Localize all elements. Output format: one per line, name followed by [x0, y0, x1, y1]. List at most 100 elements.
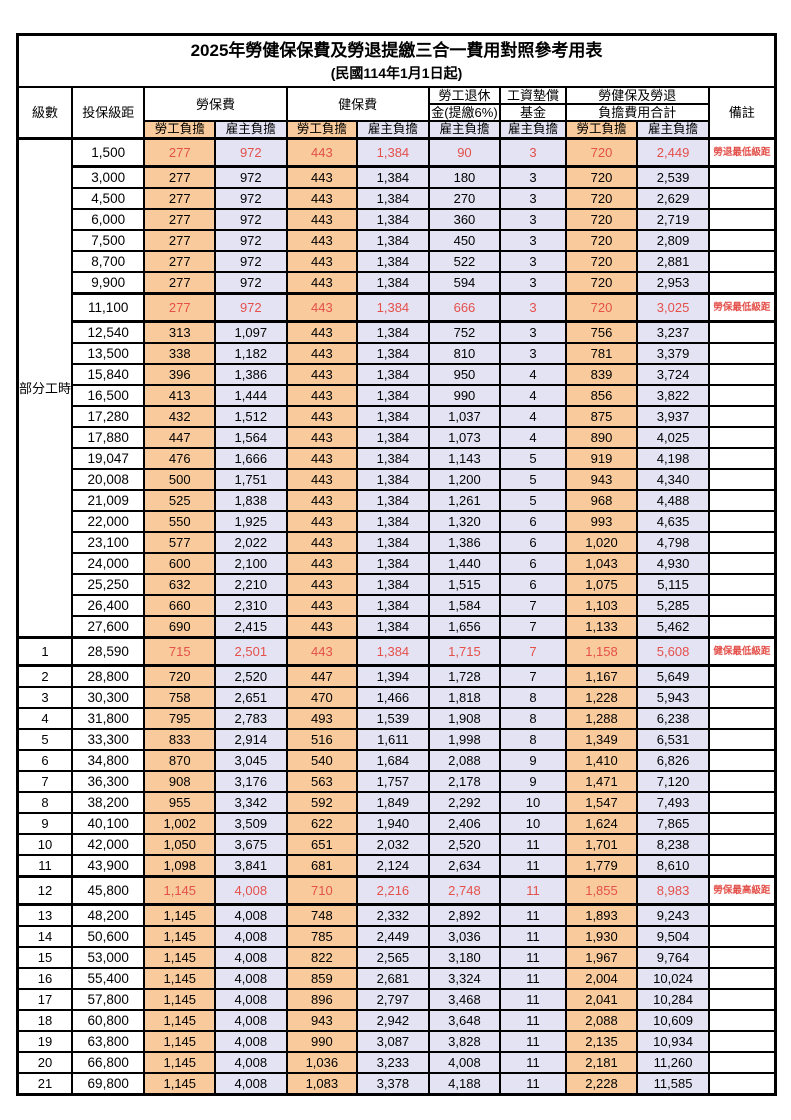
premium-table: 2025年勞健保保費及勞退提繳三合一費用對照參考用表 (民國114年1月1日起)… — [16, 33, 777, 1096]
labor-insurance-employer-cell: 2,914 — [214, 728, 288, 751]
remark-cell — [707, 967, 777, 990]
labor-insurance-employer-cell: 4,008 — [214, 988, 288, 1011]
total-employer-cell: 4,930 — [636, 552, 710, 575]
remark-cell — [707, 229, 777, 252]
total-employee-cell: 993 — [564, 510, 639, 533]
total-employee-cell: 1,133 — [564, 615, 639, 639]
total-employee-cell: 875 — [564, 405, 639, 428]
pension-employer-cell: 2,634 — [427, 854, 502, 878]
total-employee-cell: 2,228 — [564, 1072, 639, 1096]
total-employer-cell: 3,724 — [636, 363, 710, 386]
wage-fund-employer-cell: 3 — [499, 208, 567, 231]
labor-insurance-employee-cell: 277 — [143, 187, 217, 210]
wage-fund-employer-cell: 5 — [499, 447, 567, 470]
wage-fund-employer-cell: 6 — [499, 573, 567, 596]
remark-cell — [707, 1051, 777, 1074]
total-employee-cell: 1,967 — [564, 946, 639, 969]
labor-insurance-employer-cell: 4,008 — [214, 903, 288, 927]
labor-insurance-employee-cell: 870 — [143, 749, 217, 772]
salary-bracket-cell: 11,100 — [70, 292, 146, 323]
health-insurance-employee-cell: 443 — [285, 187, 359, 210]
wage-fund-employer-cell: 4 — [499, 426, 567, 449]
pension-employer-cell: 1,440 — [427, 552, 502, 575]
table-row: 16,500 413 1,444 443 1,384 990 4 856 3,8… — [18, 384, 777, 407]
wage-fund-employer-cell: 8 — [499, 686, 567, 709]
total-employer-cell: 5,608 — [636, 636, 710, 667]
labor-insurance-employee-cell: 955 — [143, 791, 217, 814]
labor-insurance-employer-cell: 972 — [214, 187, 288, 210]
level-cell: 10 — [16, 833, 73, 856]
pension-employer-cell: 594 — [427, 271, 502, 295]
salary-bracket-cell: 12,540 — [70, 320, 146, 344]
labor-insurance-employer-cell: 1,182 — [214, 342, 288, 365]
total-employer-cell: 4,340 — [636, 468, 710, 491]
total-employee-cell: 1,893 — [564, 903, 639, 927]
total-employer-cell: 5,285 — [636, 594, 710, 617]
title-block: 2025年勞健保保費及勞退提繳三合一費用對照參考用表 (民國114年1月1日起) — [16, 33, 777, 88]
health-insurance-employee-cell: 859 — [285, 967, 359, 990]
remark-cell: 勞保最低級距 — [707, 292, 777, 323]
level-cell: 15 — [16, 946, 73, 969]
table-row: 1 28,590 715 2,501 443 1,384 1,715 7 1,1… — [16, 636, 777, 667]
total-employee-cell: 1,349 — [564, 728, 639, 751]
health-insurance-employer-cell: 1,384 — [356, 342, 430, 365]
labor-insurance-employee-cell: 413 — [143, 384, 217, 407]
health-insurance-employer-cell: 1,384 — [356, 468, 430, 491]
wage-fund-employer-cell: 3 — [499, 292, 567, 323]
header-wage-fund-line1: 工資墊償 — [499, 86, 567, 105]
level-cell: 20 — [16, 1051, 73, 1074]
health-insurance-employee-cell: 710 — [285, 875, 359, 906]
wage-fund-employer-cell: 3 — [499, 137, 567, 168]
total-employee-cell: 890 — [564, 426, 639, 449]
pension-employer-cell: 2,292 — [427, 791, 502, 814]
wage-fund-employer-cell: 11 — [499, 1030, 567, 1053]
wage-fund-employer-cell: 4 — [499, 384, 567, 407]
health-insurance-employee-cell: 540 — [285, 749, 359, 772]
health-insurance-employee-cell: 1,036 — [285, 1051, 359, 1074]
health-insurance-employer-cell: 1,384 — [356, 384, 430, 407]
labor-insurance-employee-cell: 1,145 — [143, 1009, 217, 1032]
pension-employer-cell: 1,515 — [427, 573, 502, 596]
pension-employer-cell: 752 — [427, 320, 502, 344]
salary-bracket-cell: 19,047 — [70, 447, 146, 470]
health-insurance-employee-cell: 896 — [285, 988, 359, 1011]
remark-cell — [707, 664, 777, 688]
salary-bracket-cell: 34,800 — [70, 749, 146, 772]
wage-fund-employer-cell: 11 — [499, 875, 567, 906]
remark-cell — [707, 250, 777, 273]
header-labor-insurance: 勞保費 — [143, 86, 288, 122]
health-insurance-employer-cell: 1,384 — [356, 208, 430, 231]
labor-insurance-employer-cell: 1,564 — [214, 426, 288, 449]
total-employer-cell: 10,609 — [636, 1009, 710, 1032]
salary-bracket-cell: 6,000 — [70, 208, 146, 231]
remark-cell — [707, 686, 777, 709]
labor-insurance-employer-cell: 972 — [214, 292, 288, 323]
remark-cell — [707, 320, 777, 344]
total-employer-cell: 8,610 — [636, 854, 710, 878]
total-employee-cell: 720 — [564, 250, 639, 273]
labor-insurance-employee-cell: 1,145 — [143, 946, 217, 969]
pension-employer-cell: 950 — [427, 363, 502, 386]
remark-cell — [707, 1072, 777, 1096]
labor-insurance-employer-cell: 1,925 — [214, 510, 288, 533]
total-employer-cell: 5,943 — [636, 686, 710, 709]
remark-cell — [707, 187, 777, 210]
total-employer-cell: 2,953 — [636, 271, 710, 295]
table-row: 13,500 338 1,182 443 1,384 810 3 781 3,3… — [18, 342, 777, 365]
pension-employer-cell: 2,748 — [427, 875, 502, 906]
pension-employer-cell: 522 — [427, 250, 502, 273]
health-insurance-employer-cell: 1,384 — [356, 447, 430, 470]
level-cell: 9 — [16, 812, 73, 835]
health-insurance-employee-cell: 443 — [285, 573, 359, 596]
total-employee-cell: 1,855 — [564, 875, 639, 906]
salary-bracket-cell: 42,000 — [70, 833, 146, 856]
total-employer-cell: 9,243 — [636, 903, 710, 927]
salary-bracket-cell: 33,300 — [70, 728, 146, 751]
salary-bracket-cell: 7,500 — [70, 229, 146, 252]
level-cell: 21 — [16, 1072, 73, 1096]
header-hi-employer: 雇主負擔 — [356, 120, 430, 140]
remark-cell — [707, 988, 777, 1011]
labor-insurance-employer-cell: 1,751 — [214, 468, 288, 491]
wage-fund-employer-cell: 3 — [499, 165, 567, 189]
level-cell: 7 — [16, 770, 73, 793]
